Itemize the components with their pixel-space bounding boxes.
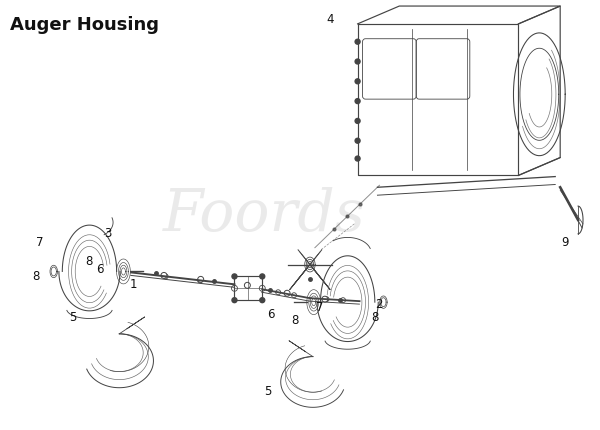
Text: 3: 3 (104, 227, 112, 240)
Circle shape (260, 298, 265, 303)
Text: 8: 8 (371, 310, 378, 323)
Circle shape (292, 293, 296, 298)
Circle shape (260, 274, 265, 279)
Text: 7: 7 (36, 236, 44, 249)
Circle shape (275, 290, 281, 295)
Circle shape (163, 274, 168, 279)
Circle shape (161, 273, 167, 278)
Text: Auger Housing: Auger Housing (10, 16, 159, 34)
Circle shape (355, 39, 360, 44)
Text: 7: 7 (316, 301, 323, 313)
Text: 5: 5 (69, 310, 76, 323)
Bar (235, 276, 262, 300)
Circle shape (198, 276, 203, 283)
Circle shape (355, 79, 360, 84)
Circle shape (341, 298, 346, 303)
Circle shape (284, 290, 290, 296)
Circle shape (355, 156, 360, 161)
Text: 6: 6 (268, 307, 275, 320)
Text: 8: 8 (85, 255, 92, 268)
Text: 4: 4 (326, 13, 334, 26)
Circle shape (355, 59, 360, 64)
Circle shape (244, 283, 250, 288)
Circle shape (232, 298, 237, 303)
Circle shape (322, 296, 328, 302)
Circle shape (197, 278, 203, 283)
Text: 9: 9 (562, 236, 569, 249)
Circle shape (355, 138, 360, 143)
Text: 8: 8 (32, 270, 40, 283)
Text: 6: 6 (95, 263, 103, 276)
Text: 8: 8 (292, 314, 299, 328)
Text: 1: 1 (130, 278, 137, 291)
Circle shape (355, 98, 360, 104)
Text: Foords: Foords (163, 187, 365, 243)
Text: 2: 2 (375, 298, 382, 310)
Circle shape (355, 118, 360, 123)
Text: 5: 5 (265, 385, 272, 398)
Circle shape (232, 274, 237, 279)
Circle shape (324, 297, 329, 302)
